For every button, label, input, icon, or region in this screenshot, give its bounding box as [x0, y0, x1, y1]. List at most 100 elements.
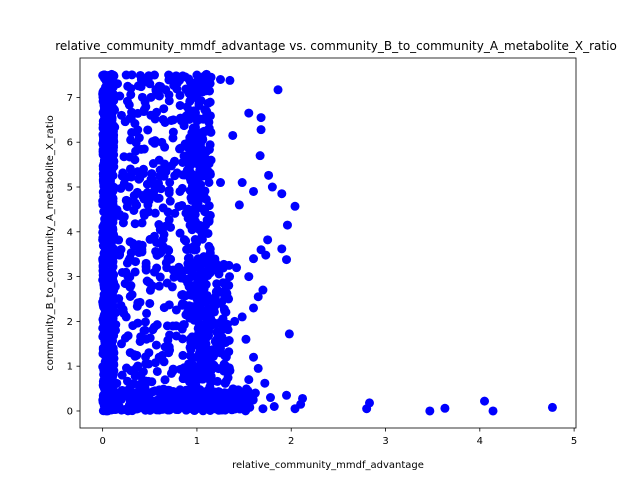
- data-point: [205, 168, 215, 178]
- data-point: [100, 384, 110, 394]
- data-point: [225, 366, 235, 376]
- data-point: [115, 91, 125, 101]
- data-point: [152, 366, 162, 376]
- data-point: [141, 76, 151, 86]
- data-point: [164, 96, 174, 106]
- data-point: [154, 281, 164, 291]
- data-point: [218, 314, 228, 324]
- data-point: [200, 335, 210, 345]
- data-point: [223, 325, 233, 335]
- data-point: [154, 352, 164, 362]
- data-point: [147, 377, 157, 387]
- data-point: [169, 272, 179, 282]
- x-tick-label: 5: [571, 436, 577, 447]
- data-point: [98, 254, 108, 264]
- data-point: [126, 83, 136, 93]
- data-point: [164, 185, 174, 195]
- data-point: [137, 240, 147, 250]
- data-point: [178, 350, 188, 360]
- data-point: [158, 203, 168, 213]
- data-point: [121, 195, 131, 205]
- data-point: [127, 128, 137, 138]
- data-point: [100, 137, 110, 147]
- data-point: [175, 113, 185, 123]
- data-point: [210, 398, 220, 408]
- data-point: [139, 208, 149, 218]
- y-axis-ticks: 0 1 2 3 4 5 6 7: [67, 93, 80, 417]
- data-point: [149, 231, 159, 241]
- data-point: [249, 352, 259, 362]
- data-point: [131, 404, 141, 414]
- data-point: [201, 318, 211, 328]
- data-point: [204, 144, 214, 154]
- data-point: [192, 191, 202, 201]
- data-point: [118, 218, 128, 228]
- data-point: [190, 106, 200, 116]
- data-point: [125, 164, 135, 174]
- data-point: [141, 352, 151, 362]
- data-point: [175, 100, 185, 110]
- x-axis-label: relative_community_mmdf_advantage: [232, 460, 424, 471]
- data-point: [241, 334, 251, 344]
- data-point: [189, 315, 199, 325]
- data-point: [165, 196, 175, 206]
- data-point: [98, 147, 108, 157]
- data-point: [135, 379, 145, 389]
- data-point: [100, 70, 110, 80]
- data-point: [204, 326, 214, 336]
- data-point: [193, 176, 203, 186]
- data-point: [171, 331, 181, 341]
- data-point: [117, 267, 127, 277]
- data-point: [132, 301, 142, 311]
- data-point: [157, 137, 167, 147]
- x-tick-label: 1: [194, 436, 200, 447]
- data-point: [116, 405, 126, 415]
- data-point: [100, 272, 110, 282]
- data-point: [237, 178, 247, 188]
- data-point: [225, 75, 235, 85]
- data-point: [211, 388, 221, 398]
- x-tick-label: 0: [99, 436, 105, 447]
- data-point: [220, 405, 230, 415]
- data-point: [273, 85, 283, 95]
- data-point: [227, 405, 237, 415]
- data-point: [204, 123, 214, 133]
- data-point: [203, 98, 213, 108]
- data-point: [164, 70, 174, 80]
- data-point: [100, 330, 110, 340]
- x-tick-label: 4: [477, 436, 483, 447]
- data-point: [147, 169, 157, 179]
- data-point: [105, 396, 115, 406]
- data-point: [269, 402, 279, 411]
- data-point: [258, 404, 268, 414]
- data-point: [108, 262, 118, 272]
- data-point: [132, 200, 142, 210]
- data-point: [106, 337, 116, 347]
- data-point: [244, 375, 254, 385]
- data-point: [168, 115, 178, 125]
- data-point: [209, 299, 219, 309]
- data-point: [282, 220, 292, 230]
- data-point: [170, 75, 180, 85]
- data-point: [99, 279, 109, 289]
- plot-frame: [79, 57, 577, 429]
- data-point: [166, 222, 176, 232]
- data-point: [124, 182, 134, 192]
- data-point: [255, 151, 265, 161]
- data-point: [163, 385, 173, 395]
- data-point: [148, 137, 158, 147]
- data-point: [116, 211, 126, 221]
- data-point: [256, 125, 266, 135]
- data-point: [183, 253, 193, 263]
- data-point: [158, 114, 168, 124]
- data-point: [123, 331, 133, 341]
- data-point: [101, 357, 111, 367]
- data-point: [204, 177, 214, 187]
- data-point: [102, 303, 112, 313]
- data-point: [440, 403, 450, 413]
- data-point: [144, 278, 154, 288]
- data-point: [142, 389, 152, 399]
- data-point: [197, 227, 207, 237]
